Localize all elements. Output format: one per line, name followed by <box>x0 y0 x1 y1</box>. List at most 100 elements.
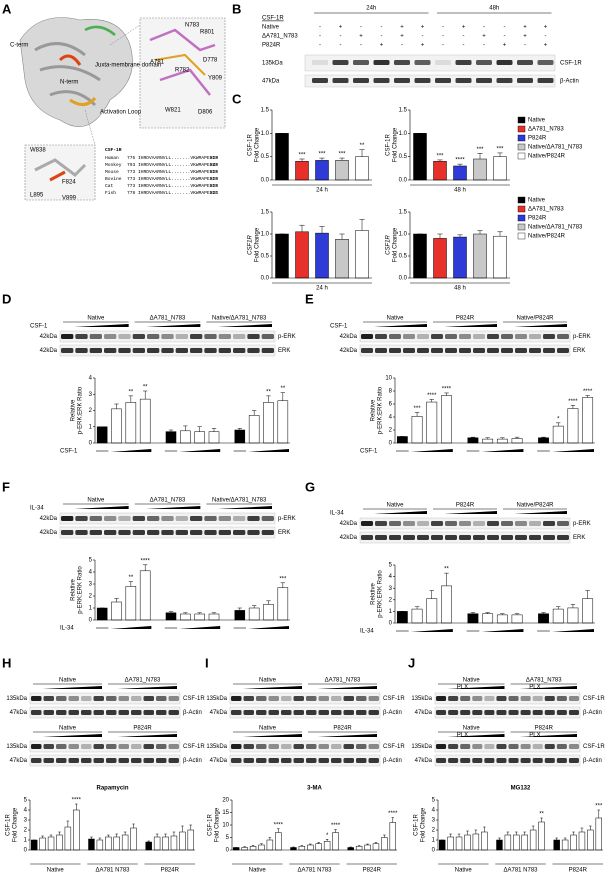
blot-band <box>104 516 117 521</box>
blot-band <box>256 710 267 715</box>
blot-band <box>473 521 485 526</box>
blot-band <box>106 744 117 749</box>
blot-band <box>515 334 527 339</box>
residue-label: A781 <box>150 60 165 66</box>
legend-swatch <box>517 232 526 240</box>
bar <box>529 829 537 851</box>
blot-band <box>496 696 507 701</box>
blot-band <box>484 744 495 749</box>
blot-band <box>61 516 74 521</box>
blot-band <box>131 696 142 701</box>
dose-wedge <box>110 449 152 452</box>
bar <box>315 160 329 181</box>
bar <box>538 613 549 624</box>
blot-band <box>190 334 203 339</box>
blot-band <box>56 744 67 749</box>
bar <box>263 402 274 444</box>
blot-band <box>218 530 231 535</box>
blot-band <box>312 60 328 65</box>
alignment-cell: IHRDVAARNVLL.......VKWMAPESIF <box>138 155 218 161</box>
sign: - <box>483 43 485 49</box>
timepoint-label: 24h <box>366 6 376 12</box>
sign: + <box>462 25 466 31</box>
blot-group-label: Native/P824R <box>516 316 554 322</box>
blot-band <box>161 516 174 521</box>
blot-group-label: Native <box>463 678 481 684</box>
size-label: 47kDa <box>210 758 228 764</box>
blot-band <box>460 758 471 763</box>
bar <box>275 233 289 279</box>
y-tick-label: 0 <box>89 441 93 447</box>
sign: + <box>400 25 404 31</box>
bar <box>248 415 260 444</box>
blot-band <box>487 348 499 353</box>
significance: **** <box>568 399 578 405</box>
legend-swatch <box>517 116 526 124</box>
sign: - <box>401 43 403 49</box>
bar <box>482 613 494 624</box>
dose-wedge <box>374 511 427 514</box>
panel-label: B <box>232 1 241 16</box>
blot-band <box>375 334 387 339</box>
bar <box>295 231 309 279</box>
blot-band <box>375 535 387 540</box>
row-label: CSF-1R <box>262 16 284 22</box>
blot-band <box>175 348 188 353</box>
bar <box>187 829 194 851</box>
blot-band <box>75 334 88 339</box>
blot-band <box>175 530 188 535</box>
band-label: CSF-1R <box>560 61 582 67</box>
band-label: CSF-1R <box>383 744 405 750</box>
bar <box>31 839 38 851</box>
y-tick-label: 3 <box>389 586 393 592</box>
significance: **** <box>331 823 341 829</box>
blot-band <box>508 758 519 763</box>
row-label: Native <box>262 25 280 31</box>
blot-band <box>318 758 329 763</box>
blot-band <box>281 758 292 763</box>
chart-title: 3-MA <box>307 786 322 792</box>
blot-band <box>515 348 527 353</box>
band-label: ERK <box>278 530 290 536</box>
y-tick-label: 4 <box>24 808 28 814</box>
sign: + <box>544 25 548 31</box>
band-label: β-Actin <box>383 710 402 716</box>
y-tick-label: 1 <box>432 838 436 844</box>
blot-band <box>143 744 154 749</box>
y-tick-label: 3 <box>89 392 93 398</box>
dose-wedge <box>179 449 221 452</box>
bar <box>538 821 545 851</box>
blot-band <box>373 60 390 65</box>
y-tick-label: 1 <box>89 424 93 430</box>
blot-band <box>261 348 274 353</box>
blot-band <box>132 334 145 339</box>
blot-band <box>161 348 174 353</box>
blot-band <box>293 696 304 701</box>
blot-band <box>484 696 495 701</box>
legend-swatch <box>517 125 526 133</box>
y-tick-label: 0.0 <box>261 276 270 282</box>
sign: - <box>360 43 362 49</box>
blot-strip <box>29 740 181 753</box>
blot-band <box>544 744 555 749</box>
bar <box>513 834 520 851</box>
blot-band <box>537 78 554 83</box>
alignment-cell: Bovine <box>105 176 122 182</box>
group-label: ΔA781 N783 <box>95 868 130 874</box>
x-axis-label: IL-34 <box>60 626 74 632</box>
blot-band <box>473 348 485 353</box>
blot-band <box>31 696 42 701</box>
y-tick-label: 10 <box>222 823 229 829</box>
band-label: ERK <box>573 348 585 354</box>
bar <box>233 847 240 851</box>
sign: - <box>422 34 424 40</box>
row-label: ΔA781_N783 <box>262 34 298 40</box>
blot-band <box>353 78 369 83</box>
y-axis-label: Fold Change <box>393 227 399 262</box>
blot-band <box>517 78 533 83</box>
legend-swatch <box>517 196 526 204</box>
blot-band <box>218 334 231 339</box>
blot-band <box>190 348 203 353</box>
blot-band <box>93 758 104 763</box>
blot-band <box>56 696 67 701</box>
